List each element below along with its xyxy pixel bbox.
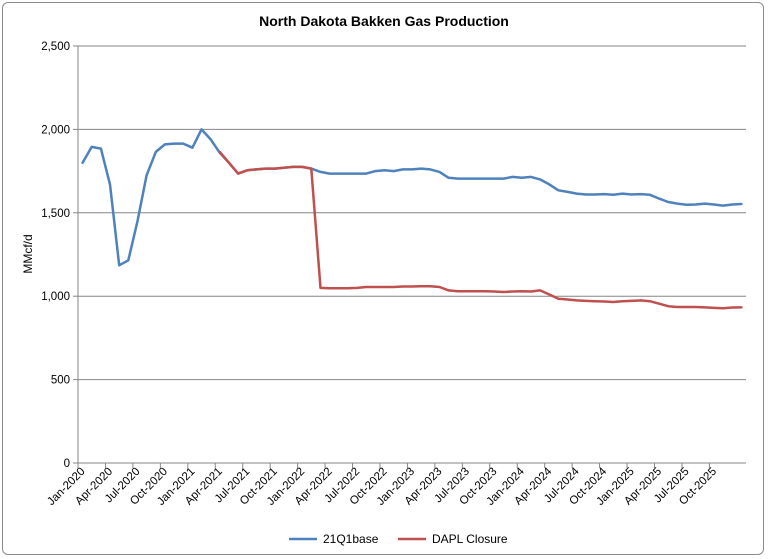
series-line-21q1base xyxy=(81,128,743,267)
gridlines xyxy=(78,45,746,381)
y-tick-label: 2,000 xyxy=(41,124,70,136)
series-line-dapl-closure xyxy=(218,150,743,310)
y-tick-label: 0 xyxy=(64,458,70,470)
y-tick-label: 500 xyxy=(51,375,70,387)
axes: 05001,0001,5002,0002,500Jan-2020Apr-2020… xyxy=(41,41,746,508)
series-lines xyxy=(81,128,743,310)
legend-label-dapl-closure: DAPL Closure xyxy=(432,532,508,546)
y-axis-label: MMcf/d xyxy=(21,234,35,273)
y-tick-label: 1,500 xyxy=(41,208,70,220)
chart-title: North Dakota Bakken Gas Production xyxy=(259,13,509,29)
legend: 21Q1base DAPL Closure xyxy=(289,532,508,546)
legend-label-21q1base: 21Q1base xyxy=(323,532,379,546)
y-tick-label: 1,000 xyxy=(41,291,70,303)
y-tick-label: 2,500 xyxy=(41,41,70,53)
